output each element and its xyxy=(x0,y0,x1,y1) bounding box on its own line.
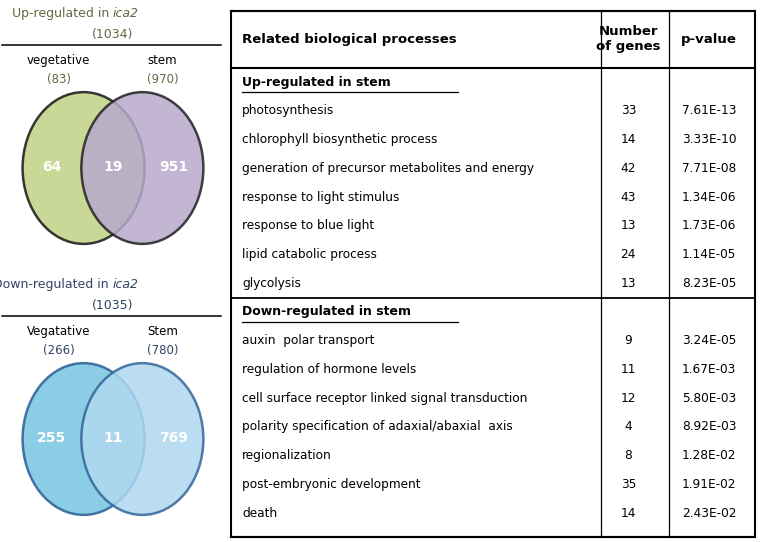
Text: Stem: Stem xyxy=(147,325,178,338)
Text: (83): (83) xyxy=(47,73,70,86)
Text: 7.61E-13: 7.61E-13 xyxy=(682,105,737,117)
Text: 1.28E-02: 1.28E-02 xyxy=(682,449,737,462)
Text: auxin  polar transport: auxin polar transport xyxy=(242,334,375,347)
Text: photosynthesis: photosynthesis xyxy=(242,105,335,117)
Text: 7.71E-08: 7.71E-08 xyxy=(683,162,736,175)
Text: 14: 14 xyxy=(620,507,636,519)
Text: regionalization: regionalization xyxy=(242,449,332,462)
Text: (780): (780) xyxy=(147,344,178,357)
Text: lipid catabolic process: lipid catabolic process xyxy=(242,248,377,261)
Text: 35: 35 xyxy=(620,478,636,491)
Text: 11: 11 xyxy=(620,363,636,376)
Text: Related biological processes: Related biological processes xyxy=(242,33,457,46)
Text: 1.91E-02: 1.91E-02 xyxy=(682,478,737,491)
Text: generation of precursor metabolites and energy: generation of precursor metabolites and … xyxy=(242,162,534,175)
Text: p-value: p-value xyxy=(682,33,737,46)
Text: 2.43E-02: 2.43E-02 xyxy=(682,507,737,519)
Text: 42: 42 xyxy=(620,162,636,175)
Text: stem: stem xyxy=(148,54,178,67)
Ellipse shape xyxy=(81,92,204,244)
Text: 8.23E-05: 8.23E-05 xyxy=(682,277,736,289)
Text: ica2: ica2 xyxy=(113,7,139,20)
Text: 3.24E-05: 3.24E-05 xyxy=(682,334,736,347)
Text: 33: 33 xyxy=(620,105,636,117)
Text: Number
of genes: Number of genes xyxy=(596,25,660,53)
Text: 951: 951 xyxy=(159,160,188,173)
Text: ica2: ica2 xyxy=(113,278,139,291)
Text: 5.80E-03: 5.80E-03 xyxy=(683,392,736,404)
Text: 11: 11 xyxy=(103,431,123,444)
Text: (1035): (1035) xyxy=(92,299,134,312)
Text: 9: 9 xyxy=(624,334,632,347)
Text: cell surface receptor linked signal transduction: cell surface receptor linked signal tran… xyxy=(242,392,528,404)
Text: Vegatative: Vegatative xyxy=(27,325,90,338)
Ellipse shape xyxy=(23,92,145,244)
Text: 1.34E-06: 1.34E-06 xyxy=(682,191,737,203)
Text: polarity specification of adaxial/abaxial  axis: polarity specification of adaxial/abaxia… xyxy=(242,421,513,433)
Text: 8: 8 xyxy=(624,449,632,462)
Text: 1.73E-06: 1.73E-06 xyxy=(682,220,736,232)
Ellipse shape xyxy=(23,363,145,515)
Text: 13: 13 xyxy=(620,277,636,289)
Text: Up-regulated in: Up-regulated in xyxy=(11,7,113,20)
Text: (1034): (1034) xyxy=(92,28,134,41)
Text: 4: 4 xyxy=(624,421,632,433)
Text: glycolysis: glycolysis xyxy=(242,277,301,289)
Text: (266): (266) xyxy=(43,344,74,357)
Text: 1.14E-05: 1.14E-05 xyxy=(682,248,736,261)
Text: response to blue light: response to blue light xyxy=(242,220,375,232)
Text: post-embryonic development: post-embryonic development xyxy=(242,478,421,491)
Text: 64: 64 xyxy=(42,160,61,173)
Text: response to light stimulus: response to light stimulus xyxy=(242,191,400,203)
Text: Up-regulated in stem: Up-regulated in stem xyxy=(242,76,391,88)
Text: 14: 14 xyxy=(620,133,636,146)
Ellipse shape xyxy=(81,363,204,515)
Text: 12: 12 xyxy=(620,392,636,404)
Text: regulation of hormone levels: regulation of hormone levels xyxy=(242,363,417,376)
Text: Down-regulated in stem: Down-regulated in stem xyxy=(242,306,411,318)
Text: Down-regulated in: Down-regulated in xyxy=(0,278,113,291)
Text: 3.33E-10: 3.33E-10 xyxy=(682,133,737,146)
Text: 24: 24 xyxy=(620,248,636,261)
Text: death: death xyxy=(242,507,277,519)
Text: 19: 19 xyxy=(103,160,123,173)
Text: 255: 255 xyxy=(38,431,67,444)
Text: 1.67E-03: 1.67E-03 xyxy=(682,363,736,376)
Text: 43: 43 xyxy=(620,191,636,203)
Text: 8.92E-03: 8.92E-03 xyxy=(682,421,737,433)
Text: 13: 13 xyxy=(620,220,636,232)
Text: (970): (970) xyxy=(147,73,178,86)
Text: 769: 769 xyxy=(159,431,188,444)
Text: vegetative: vegetative xyxy=(27,54,90,67)
Text: chlorophyll biosynthetic process: chlorophyll biosynthetic process xyxy=(242,133,437,146)
